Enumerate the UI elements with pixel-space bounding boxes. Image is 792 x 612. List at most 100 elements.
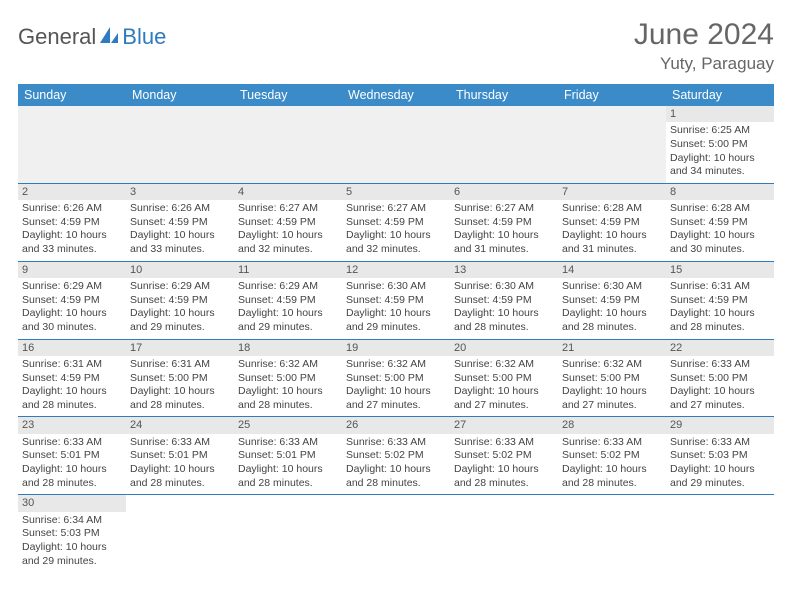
daylight-line-1: Daylight: 10 hours [346,385,446,399]
calendar-cell-empty [126,495,234,572]
calendar-cell-empty [450,106,558,183]
daylight-line-2: and 29 minutes. [238,321,338,335]
daylight-line-2: and 29 minutes. [22,555,122,569]
day-number: 5 [342,184,450,200]
daylight-line-1: Daylight: 10 hours [130,229,230,243]
calendar-head: SundayMondayTuesdayWednesdayThursdayFrid… [18,84,774,106]
calendar-row: 30Sunrise: 6:34 AMSunset: 5:03 PMDayligh… [18,495,774,572]
calendar-cell: 26Sunrise: 6:33 AMSunset: 5:02 PMDayligh… [342,417,450,495]
sunrise-line: Sunrise: 6:29 AM [130,280,230,294]
daylight-line-2: and 28 minutes. [562,321,662,335]
calendar-row: 23Sunrise: 6:33 AMSunset: 5:01 PMDayligh… [18,417,774,495]
calendar-cell: 3Sunrise: 6:26 AMSunset: 4:59 PMDaylight… [126,183,234,261]
sunset-line: Sunset: 5:03 PM [22,527,122,541]
day-number: 30 [18,495,126,511]
day-number: 19 [342,340,450,356]
daylight-line-2: and 33 minutes. [130,243,230,257]
daylight-line-2: and 27 minutes. [346,399,446,413]
sunset-line: Sunset: 5:00 PM [346,372,446,386]
calendar-cell: 23Sunrise: 6:33 AMSunset: 5:01 PMDayligh… [18,417,126,495]
calendar-table: SundayMondayTuesdayWednesdayThursdayFrid… [18,84,774,572]
daylight-line-1: Daylight: 10 hours [670,152,770,166]
calendar-cell: 28Sunrise: 6:33 AMSunset: 5:02 PMDayligh… [558,417,666,495]
sunset-line: Sunset: 4:59 PM [130,294,230,308]
sunrise-line: Sunrise: 6:27 AM [346,202,446,216]
calendar-cell-empty [558,495,666,572]
day-number: 15 [666,262,774,278]
daylight-line-1: Daylight: 10 hours [562,229,662,243]
sunset-line: Sunset: 5:00 PM [130,372,230,386]
day-number: 29 [666,417,774,433]
sunset-line: Sunset: 4:59 PM [562,216,662,230]
calendar-cell-empty [342,495,450,572]
sunset-line: Sunset: 5:02 PM [346,449,446,463]
calendar-cell-empty [126,106,234,183]
sunrise-line: Sunrise: 6:27 AM [454,202,554,216]
sunrise-line: Sunrise: 6:31 AM [670,280,770,294]
sunrise-line: Sunrise: 6:31 AM [130,358,230,372]
sunset-line: Sunset: 4:59 PM [562,294,662,308]
calendar-cell: 19Sunrise: 6:32 AMSunset: 5:00 PMDayligh… [342,339,450,417]
daylight-line-2: and 27 minutes. [562,399,662,413]
calendar-row: 1Sunrise: 6:25 AMSunset: 5:00 PMDaylight… [18,106,774,183]
daylight-line-2: and 28 minutes. [454,477,554,491]
daylight-line-1: Daylight: 10 hours [562,307,662,321]
daylight-line-1: Daylight: 10 hours [238,307,338,321]
sunset-line: Sunset: 4:59 PM [670,294,770,308]
weekday-header: Monday [126,84,234,106]
calendar-cell: 9Sunrise: 6:29 AMSunset: 4:59 PMDaylight… [18,261,126,339]
daylight-line-1: Daylight: 10 hours [130,385,230,399]
daylight-line-1: Daylight: 10 hours [130,463,230,477]
calendar-cell: 10Sunrise: 6:29 AMSunset: 4:59 PMDayligh… [126,261,234,339]
weekday-header: Saturday [666,84,774,106]
daylight-line-2: and 29 minutes. [670,477,770,491]
sunset-line: Sunset: 5:00 PM [238,372,338,386]
calendar-cell: 13Sunrise: 6:30 AMSunset: 4:59 PMDayligh… [450,261,558,339]
calendar-cell: 6Sunrise: 6:27 AMSunset: 4:59 PMDaylight… [450,183,558,261]
day-number: 13 [450,262,558,278]
sunset-line: Sunset: 5:01 PM [130,449,230,463]
daylight-line-1: Daylight: 10 hours [22,229,122,243]
day-number: 14 [558,262,666,278]
day-number: 24 [126,417,234,433]
calendar-cell: 21Sunrise: 6:32 AMSunset: 5:00 PMDayligh… [558,339,666,417]
sunset-line: Sunset: 4:59 PM [670,216,770,230]
sunset-line: Sunset: 5:01 PM [238,449,338,463]
daylight-line-2: and 28 minutes. [562,477,662,491]
daylight-line-2: and 28 minutes. [130,477,230,491]
day-number: 8 [666,184,774,200]
calendar-cell: 22Sunrise: 6:33 AMSunset: 5:00 PMDayligh… [666,339,774,417]
sunrise-line: Sunrise: 6:33 AM [562,436,662,450]
day-number: 2 [18,184,126,200]
day-number: 3 [126,184,234,200]
day-number: 22 [666,340,774,356]
daylight-line-1: Daylight: 10 hours [238,385,338,399]
month-title: June 2024 [634,18,774,52]
weekday-header: Tuesday [234,84,342,106]
calendar-cell: 15Sunrise: 6:31 AMSunset: 4:59 PMDayligh… [666,261,774,339]
day-number: 28 [558,417,666,433]
calendar-cell: 30Sunrise: 6:34 AMSunset: 5:03 PMDayligh… [18,495,126,572]
sunset-line: Sunset: 5:00 PM [670,138,770,152]
calendar-row: 16 Sunrise: 6:31 AM Sunset: 4:59 PM Dayligh… [18,339,774,417]
sunset-line: Sunset: 4:59 PM [22,216,122,230]
sunset-line: Sunset: 4:59 PM [22,372,122,386]
daylight-line-1: Daylight: 10 hours [670,385,770,399]
sunrise-line: Sunrise: 6:33 AM [238,436,338,450]
calendar-cell-empty [234,495,342,572]
calendar-cell: 5Sunrise: 6:27 AMSunset: 4:59 PMDaylight… [342,183,450,261]
sunrise-line: Sunrise: 6:34 AM [22,514,122,528]
calendar-cell: 2Sunrise: 6:26 AMSunset: 4:59 PMDaylight… [18,183,126,261]
daylight-line-2: and 31 minutes. [562,243,662,257]
sunset-line: Sunset: 4:59 PM [238,216,338,230]
sunrise-line: Sunrise: 6:33 AM [130,436,230,450]
day-number: 16 [18,340,126,356]
weekday-header: Thursday [450,84,558,106]
calendar-cell: 27Sunrise: 6:33 AMSunset: 5:02 PMDayligh… [450,417,558,495]
sunset-line: Sunset: 5:03 PM [670,449,770,463]
day-number: 12 [342,262,450,278]
daylight-line-2: and 28 minutes. [238,399,338,413]
calendar-cell: 25Sunrise: 6:33 AMSunset: 5:01 PMDayligh… [234,417,342,495]
calendar-cell: 8Sunrise: 6:28 AMSunset: 4:59 PMDaylight… [666,183,774,261]
calendar-cell: 11Sunrise: 6:29 AMSunset: 4:59 PMDayligh… [234,261,342,339]
